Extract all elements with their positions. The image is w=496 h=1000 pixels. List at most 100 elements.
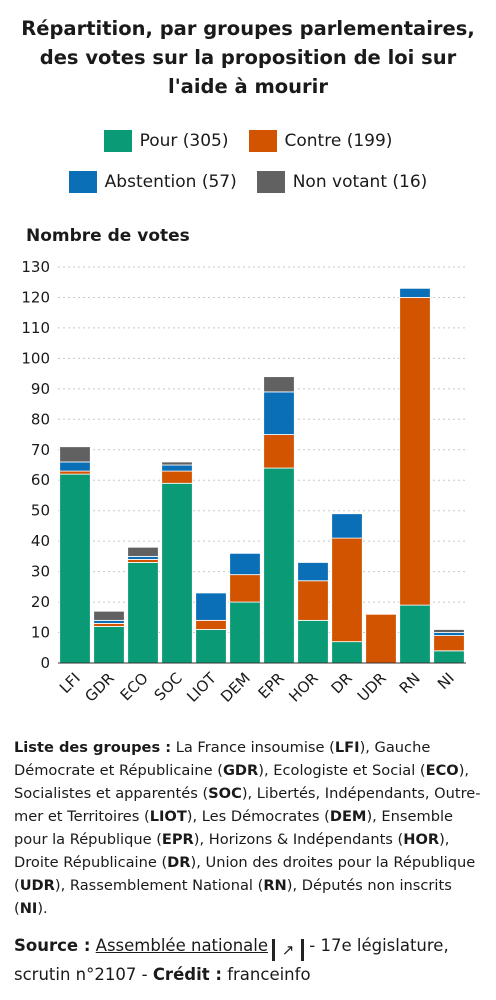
group-abbr: ECO xyxy=(425,762,459,779)
x-tick-label: GDR xyxy=(81,669,117,705)
legend-label-pour: Pour (305) xyxy=(139,131,229,151)
group-item-epr: Ensemble pour la République (EPR), xyxy=(14,808,453,848)
bar-epr-s3 xyxy=(263,376,295,393)
bar-liot-s1 xyxy=(195,619,227,630)
legend-swatch-pour xyxy=(103,130,132,152)
x-tick-label: ECO xyxy=(117,669,152,704)
group-name: Rassemblement National ( xyxy=(69,877,264,894)
group-item-ni: Députés non inscrits (NI). xyxy=(14,877,452,917)
group-item-soc: Socialistes et apparentés (SOC), xyxy=(14,785,257,802)
bar-gdr-s3 xyxy=(93,610,125,621)
source-label: Source : xyxy=(14,936,91,955)
group-item-hor: Horizons & Indépendants (HOR), xyxy=(209,831,450,848)
groups-list: Liste des groupes : La France insoumise … xyxy=(14,736,484,920)
bar-dem-s2 xyxy=(229,552,261,576)
group-sep: ), xyxy=(186,808,202,825)
group-abbr: RN xyxy=(263,877,287,894)
x-tick-label: SOC xyxy=(151,669,186,704)
bar-dem-s0 xyxy=(229,601,261,664)
group-abbr: GDR xyxy=(222,762,259,779)
y-tick-label: 0 xyxy=(40,654,50,672)
group-abbr: LFI xyxy=(334,739,360,756)
group-sep: ), xyxy=(439,831,450,848)
bar-chart: 0 10 20 30 40 50 60 70 80 90 100 110 120 130 LFIGDRECO… xyxy=(21,258,466,706)
y-tick-label: 80 xyxy=(31,410,50,428)
legend-swatch-contre xyxy=(248,130,277,152)
bar-liot-s0 xyxy=(195,629,227,664)
legend-swatch-non-votant xyxy=(256,171,285,193)
y-tick-label: 40 xyxy=(31,532,50,550)
group-abbr: LIOT xyxy=(149,808,187,825)
external-link-icon[interactable]: ↗ xyxy=(272,939,305,961)
source-block: Source : Assemblée nationale ↗ - 17e légi… xyxy=(14,932,484,989)
bar-hor-s0 xyxy=(297,619,329,664)
group-sep: ), xyxy=(359,739,375,756)
y-tick-label: 10 xyxy=(31,624,50,642)
y-tick-label: 130 xyxy=(21,258,50,276)
group-abbr: DR xyxy=(167,854,191,871)
legend-label-non-votant: Non votant (16) xyxy=(292,172,428,192)
group-item-liot: Libertés, Indépendants, Outre-mer et Ter… xyxy=(14,785,481,825)
group-abbr: EPR xyxy=(161,831,194,848)
group-sep: ), xyxy=(458,762,470,779)
group-name: Gauche Démocrate et Républicaine ( xyxy=(14,739,431,779)
group-item-dem: Les Démocrates (DEM), xyxy=(202,808,382,825)
source-link[interactable]: Assemblée nationale xyxy=(95,936,269,955)
group-sep: ), xyxy=(54,877,70,894)
group-name: Horizons & Indépendants ( xyxy=(208,831,404,848)
group-name: Droite Républicaine ( xyxy=(14,854,168,871)
bar-hor-s2 xyxy=(297,562,329,582)
bar-lfi-s3 xyxy=(59,446,91,463)
x-tick-label: UDR xyxy=(354,669,390,705)
group-name: Ensemble pour la République ( xyxy=(14,808,453,848)
group-sep: ). xyxy=(37,900,48,917)
group-sep: ), xyxy=(366,808,382,825)
bar-epr-s2 xyxy=(263,391,295,435)
legend-item-contre: Contre (199) xyxy=(248,130,393,152)
group-abbr: NI xyxy=(19,900,38,917)
group-sep: ), xyxy=(286,877,302,894)
bar-ni-s0 xyxy=(433,650,465,664)
group-item-eco: Ecologiste et Social (ECO), xyxy=(273,762,469,779)
chart-title: Répartition, par groupes parlementaires,… xyxy=(21,17,475,98)
bar-eco-s3 xyxy=(127,546,159,557)
bar-rn-s1 xyxy=(399,297,431,606)
group-item-dr: Droite Républicaine (DR), xyxy=(14,854,206,871)
bar-soc-s2 xyxy=(161,464,193,472)
legend-item-non-votant: Non votant (16) xyxy=(256,171,428,193)
bar-epr-s0 xyxy=(263,467,295,664)
group-name: Libertés, Indépendants, Outre-mer et Ter… xyxy=(14,785,481,825)
group-name: Députés non inscrits ( xyxy=(14,877,452,917)
x-tick-label: DEM xyxy=(217,669,254,706)
legend-swatch-abstention xyxy=(68,171,97,193)
group-item-gdr: Gauche Démocrate et Républicaine (GDR), xyxy=(14,739,430,779)
x-tick-label: EPR xyxy=(255,669,288,702)
bar-lfi-s2 xyxy=(59,461,91,472)
bar-ni-s1 xyxy=(433,635,465,652)
group-abbr: SOC xyxy=(208,785,242,802)
x-tick-label: LFI xyxy=(56,669,84,697)
bar-soc-s3 xyxy=(161,461,193,466)
legend-row-1: Pour (305) Contre (199) xyxy=(0,130,496,152)
group-name: Ecologiste et Social ( xyxy=(273,762,426,779)
group-abbr: DEM xyxy=(329,808,367,825)
bar-dem-s1 xyxy=(229,574,261,603)
bar-udr-s1 xyxy=(365,613,397,664)
y-tick-label: 50 xyxy=(31,502,50,520)
y-tick-label: 100 xyxy=(21,349,50,367)
legend-item-abstention: Abstention (57) xyxy=(68,171,237,193)
legend-label-contre: Contre (199) xyxy=(284,131,393,151)
y-tick-label: 30 xyxy=(31,563,50,581)
group-abbr: HOR xyxy=(403,831,440,848)
bar-hor-s1 xyxy=(297,580,329,621)
group-sep: ), xyxy=(190,854,206,871)
y-tick-label: 20 xyxy=(31,593,50,611)
bar-eco-s0 xyxy=(127,562,159,664)
bar-ni-s3 xyxy=(433,629,465,633)
x-tick-label: DR xyxy=(328,669,356,697)
group-name: Socialistes et apparentés ( xyxy=(14,785,209,802)
bar-gdr-s2 xyxy=(93,619,125,624)
y-axis-title: Nombre de votes xyxy=(26,226,190,246)
bar-gdr-s1 xyxy=(93,622,125,627)
legend-item-pour: Pour (305) xyxy=(103,130,229,152)
